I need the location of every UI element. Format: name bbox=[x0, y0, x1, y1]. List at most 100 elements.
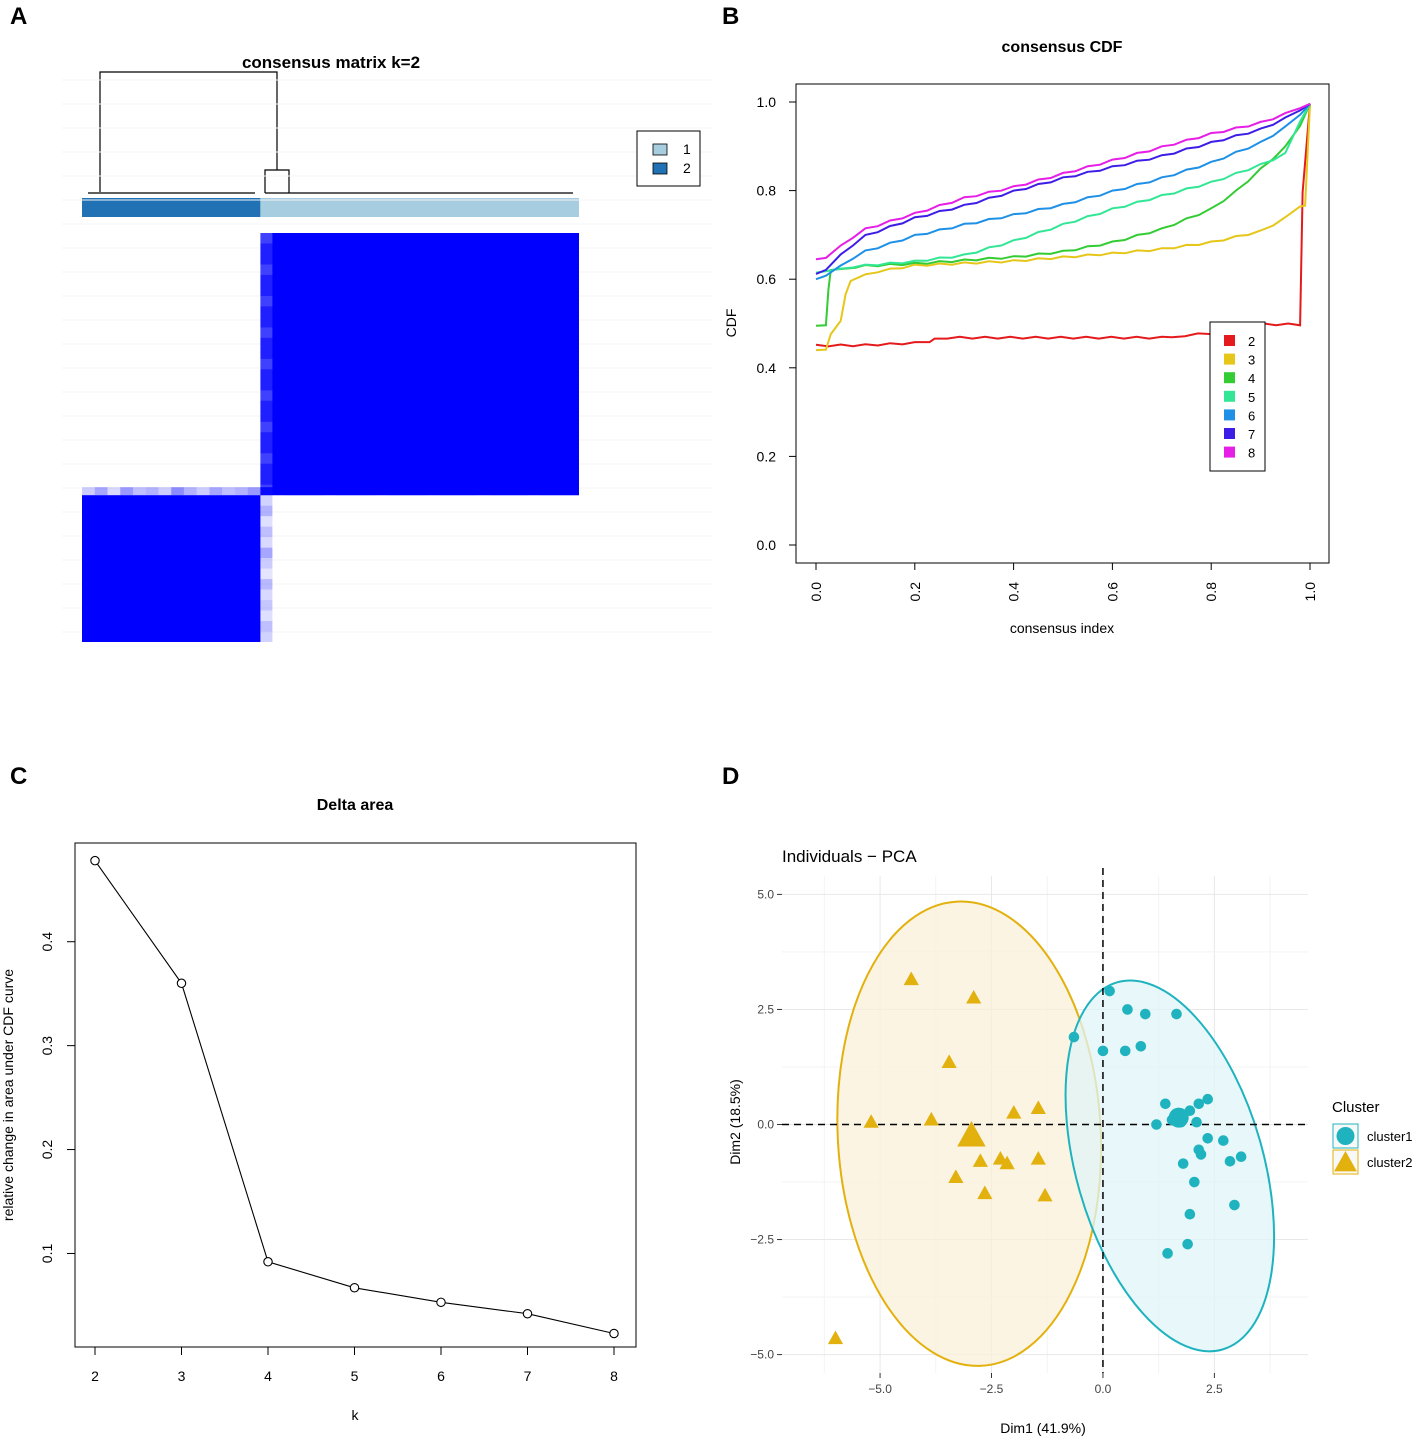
heatmap-fringe-cell bbox=[260, 390, 273, 401]
delta-area-point-k4 bbox=[263, 1257, 273, 1267]
legend-label-k4: 4 bbox=[1248, 371, 1255, 386]
x-tick-label: 0.6 bbox=[1104, 582, 1120, 602]
y-tick-label: 0.2 bbox=[757, 448, 777, 464]
heatmap-fringe-cell bbox=[324, 487, 337, 496]
point-cluster1 bbox=[1135, 1040, 1147, 1052]
x-tick-label: 0.4 bbox=[1006, 582, 1022, 602]
point-cluster1 bbox=[1195, 1149, 1207, 1160]
x-tick-label: 6 bbox=[437, 1368, 445, 1384]
legend-swatch-k7 bbox=[1224, 428, 1235, 439]
heatmap-fringe-cell bbox=[260, 474, 273, 485]
x-tick-label: 0.2 bbox=[907, 582, 923, 602]
legend-symbol-cluster1 bbox=[1336, 1127, 1355, 1145]
cdf-line-k8 bbox=[815, 102, 1311, 261]
panel-d-pca: Individuals − PCA −5.0 −2.5 0.0 2.5 −5.0 −2.5… bbox=[727, 847, 1413, 1436]
panel-c-xlabel: k bbox=[352, 1407, 360, 1423]
legend-swatch-k5 bbox=[1224, 390, 1235, 402]
heatmap-fringe-cell bbox=[132, 487, 146, 496]
x-tick-label: 0.0 bbox=[808, 582, 824, 602]
point-cluster2 bbox=[903, 971, 919, 986]
heatmap-fringe-cell bbox=[158, 487, 172, 496]
heatmap-fringe-cell bbox=[438, 487, 452, 496]
point-cluster1 bbox=[1160, 1098, 1171, 1110]
point-cluster1 bbox=[1189, 1176, 1200, 1188]
panel-b-axes: 0.0 0.2 0.4 0.6 0.8 1.0 0.0 0.2 0.4 0.6 0.8 1.0 bbox=[757, 94, 1318, 601]
point-cluster2 bbox=[1030, 1100, 1046, 1114]
point-cluster1 bbox=[1122, 1004, 1133, 1015]
heatmap-block-cluster-2 bbox=[82, 495, 261, 642]
panel-a-title: consensus matrix k=2 bbox=[242, 53, 420, 72]
y-tick-label: 1.0 bbox=[757, 94, 777, 110]
heatmap-fringe-cell bbox=[260, 411, 273, 422]
heatmap-fringe-cell bbox=[375, 487, 388, 496]
panel-letter-d: D bbox=[722, 763, 739, 790]
y-tick-label: 0.0 bbox=[757, 537, 777, 553]
y-tick-label: 0.0 bbox=[757, 1118, 774, 1132]
x-tick-label: 7 bbox=[524, 1368, 532, 1384]
heatmap-fringe-cell bbox=[260, 453, 273, 464]
panel-b-title: consensus CDF bbox=[1002, 39, 1123, 56]
panel-a-legend: 1 2 bbox=[636, 130, 701, 187]
cluster-bar-segment-2 bbox=[82, 198, 261, 217]
point-cluster2 bbox=[1037, 1187, 1053, 1202]
y-tick-label: 0.8 bbox=[757, 183, 777, 199]
panel-b-consensus-cdf: consensus CDF 0.0 0.2 0.4 0.6 0.8 1.0 0.0 0.2 0.… bbox=[723, 39, 1330, 636]
heatmap-fringe-cell bbox=[260, 243, 273, 254]
panel-c-title: Delta area bbox=[317, 797, 394, 814]
y-tick-label: −5.0 bbox=[750, 1348, 774, 1362]
panel-c-ylabel: relative change in area under CDF curve bbox=[0, 969, 16, 1221]
heatmap-fringe-cell bbox=[260, 505, 273, 517]
heatmap-fringe-cell bbox=[260, 400, 273, 412]
point-cluster2 bbox=[977, 1185, 993, 1200]
x-tick-label: 2 bbox=[91, 1368, 99, 1384]
panel-d-axes: −5.0 −2.5 0.0 2.5 −5.0 −2.5 0.0 2.5 5.0 bbox=[750, 887, 1223, 1396]
legend-swatch-k6 bbox=[1224, 409, 1235, 421]
heatmap-fringe-cell bbox=[285, 487, 299, 496]
legend-label-k7: 7 bbox=[1248, 427, 1255, 442]
heatmap-fringe-cell bbox=[387, 487, 401, 496]
panel-b-xlabel: consensus index bbox=[1010, 620, 1114, 636]
heatmap-fringe-cell bbox=[260, 568, 273, 580]
y-tick-label: −2.5 bbox=[750, 1233, 774, 1247]
heatmap-fringe-cell bbox=[260, 337, 273, 349]
heatmap-fringe-cell bbox=[260, 274, 273, 286]
heatmap-fringe-cell bbox=[260, 579, 273, 590]
heatmap-fringe-cell bbox=[260, 537, 273, 548]
heatmap-fringe-cell bbox=[260, 264, 273, 275]
point-cluster2 bbox=[948, 1169, 964, 1184]
heatmap-fringe-cell bbox=[260, 495, 273, 506]
heatmap-fringe-cell bbox=[413, 487, 427, 496]
heatmap-fringe-cell bbox=[171, 487, 184, 496]
heatmap-fringe-cell bbox=[145, 487, 159, 496]
heatmap-fringe-cell bbox=[120, 487, 133, 496]
heatmap-fringe-cell bbox=[247, 487, 261, 496]
delta-area-line bbox=[94, 860, 615, 1335]
point-cluster1 bbox=[1119, 1045, 1131, 1057]
delta-area-point-k5 bbox=[349, 1283, 360, 1293]
heatmap-fringe-cell bbox=[362, 487, 376, 496]
point-cluster1 bbox=[1218, 1135, 1229, 1146]
panel-b-legend-box bbox=[1209, 321, 1266, 472]
point-cluster2 bbox=[999, 1155, 1015, 1170]
y-tick-label: 0.6 bbox=[757, 271, 777, 287]
point-cluster1 bbox=[1224, 1156, 1236, 1167]
point-cluster1 bbox=[1229, 1199, 1240, 1211]
point-cluster2 bbox=[941, 1054, 957, 1068]
point-cluster2 bbox=[966, 989, 982, 1004]
heatmap-fringe-cell bbox=[298, 487, 312, 496]
y-tick-label: 0.1 bbox=[39, 1244, 55, 1264]
heatmap-fringe-cell bbox=[94, 487, 108, 496]
heatmap-fringe-cell bbox=[209, 487, 223, 496]
x-tick-label: 0.0 bbox=[1095, 1382, 1112, 1396]
heatmap-fringe-cell bbox=[540, 487, 554, 496]
legend-label-cluster2: cluster2 bbox=[1367, 1155, 1413, 1170]
heatmap-fringe-cell bbox=[260, 631, 273, 642]
heatmap-fringe-cell bbox=[260, 358, 273, 370]
point-cluster1 bbox=[1202, 1093, 1214, 1105]
heatmap-fringe-cell bbox=[260, 558, 273, 569]
heatmap-fringe-cell bbox=[553, 487, 567, 496]
panel-a-legend-swatch-1 bbox=[652, 143, 668, 156]
point-cluster1 bbox=[1182, 1238, 1193, 1250]
legend-symbol-cluster2 bbox=[1334, 1151, 1357, 1172]
